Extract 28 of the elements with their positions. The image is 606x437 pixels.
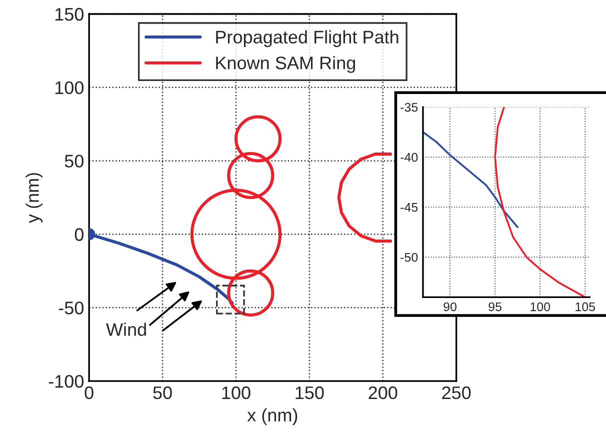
line-series (422, 131, 518, 228)
y-tick-label: 50 (64, 154, 84, 168)
annotation: Wind (106, 322, 146, 336)
line-series (494, 107, 586, 298)
x-tick-label: 90 (444, 302, 456, 312)
y-tick-label: 100 (55, 81, 84, 94)
x-tick-label: 150 (296, 386, 324, 400)
y-tick-label: -50 (400, 252, 418, 262)
y-tick-label: 150 (55, 8, 84, 21)
x-tick-label: 50 (153, 386, 172, 400)
x-tick-label: 105 (576, 302, 596, 312)
legend-label: Known SAM Ring (216, 56, 356, 73)
legend-label: Propagated Flight Path (216, 30, 398, 48)
x-tick-label: 200 (368, 386, 398, 400)
x-tick-label: 100 (222, 386, 250, 400)
y-tick-label: -50 (58, 302, 84, 314)
y-tick-label: -45 (400, 203, 418, 212)
line-series (337, 152, 392, 243)
y-axis-title: y (nm) (26, 173, 43, 224)
x-tick-label: 0 (84, 386, 94, 400)
y-tick-label: -100 (48, 375, 84, 388)
y-tick-label: 0 (74, 228, 84, 241)
y-tick-label: -35 (400, 102, 418, 112)
x-tick-label: 250 (442, 386, 471, 400)
x-axis-title: x (nm) (247, 408, 298, 426)
y-tick-label: -40 (400, 152, 418, 162)
x-tick-label: 95 (488, 302, 502, 312)
x-tick-label: 100 (530, 302, 550, 312)
